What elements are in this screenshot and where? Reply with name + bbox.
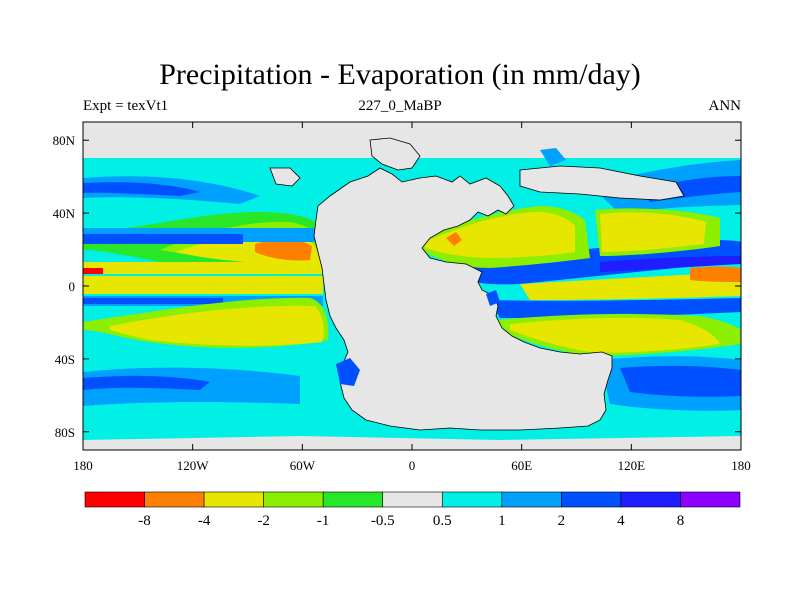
colorbar-box	[620, 491, 681, 508]
south-subtropic-east-yellow	[510, 317, 720, 353]
tethys-orange-spot	[446, 232, 462, 246]
y-tick-label: 80S	[55, 425, 75, 440]
south-land-wet-patch	[336, 358, 360, 386]
colorbar-label: -2	[257, 513, 270, 529]
x-tick-label: 0	[409, 458, 416, 473]
equator-south-band	[83, 298, 223, 304]
colorbar-label: 4	[617, 513, 625, 529]
y-tick-label: 0	[69, 279, 76, 294]
x-tick-label: 180	[73, 458, 93, 473]
y-axis-ticks: 80N 40N 0 40S 80S	[53, 133, 741, 440]
equator-east-north-core	[600, 256, 741, 272]
south-subtropic-west-yellow	[110, 305, 324, 346]
y-tick-label: 40N	[53, 206, 76, 221]
colorbar-box	[501, 491, 562, 508]
north-storm-track-west-core	[83, 182, 200, 196]
x-tick-label: 180	[731, 458, 751, 473]
season-label: ANN	[708, 98, 742, 114]
south-storm-track-east-core	[620, 365, 741, 397]
x-axis-ticks: 180 120W 60W 0 60E 120E 180	[73, 122, 751, 473]
x-tick-label: 60W	[290, 458, 316, 473]
y-tick-label: 40S	[55, 352, 75, 367]
north-land-fragment-2	[519, 165, 685, 201]
colorbar-label: 1	[498, 513, 506, 529]
colorbar-label: -1	[317, 513, 330, 529]
colorbar-box	[203, 491, 264, 508]
south-polar-region	[83, 436, 741, 450]
x-tick-label: 60E	[511, 458, 532, 473]
north-subtropic-west-orange	[255, 239, 312, 261]
south-storm-track-west-core	[83, 375, 210, 390]
colorbar-label: -0.5	[371, 513, 395, 529]
equator-east-south-band	[490, 298, 741, 318]
north-subtropic-east-yellow	[600, 212, 706, 252]
colorbar-box	[84, 491, 145, 508]
colorbar-box	[263, 491, 324, 508]
equator-north-band	[83, 234, 243, 244]
north-wet-patch	[540, 148, 566, 166]
y-tick-label: 80N	[53, 133, 76, 148]
experiment-label: Expt = texVt1	[83, 98, 169, 114]
east-coast-wet-patch	[486, 290, 500, 306]
colorbar-label: 8	[677, 513, 685, 529]
colorbar-box	[561, 491, 622, 508]
colorbar-label: -8	[138, 513, 151, 529]
north-land-fragment-1	[369, 137, 421, 171]
period-label: 227_0_MaBP	[358, 98, 442, 114]
chart-title: Precipitation - Evaporation (in mm/day)	[159, 58, 641, 91]
colorbar-label: 2	[558, 513, 566, 529]
equator-orange-east	[690, 266, 741, 282]
colorbar: -8 -4 -2 -1 -0.5 0.5 1 2 4 8	[84, 491, 741, 529]
equator-dry-west-2	[83, 276, 323, 294]
x-tick-label: 120W	[177, 458, 210, 473]
colorbar-box	[382, 491, 443, 508]
equator-dry-west	[83, 262, 333, 274]
map-field	[83, 122, 741, 450]
tethys-yellow	[425, 212, 575, 258]
colorbar-box	[680, 491, 741, 508]
colorbar-box	[144, 491, 205, 508]
colorbar-label: -4	[198, 513, 211, 529]
colorbar-box	[441, 491, 503, 508]
equator-red-west	[83, 268, 103, 274]
colorbar-box	[322, 491, 384, 508]
north-land-fragment-3	[269, 167, 301, 187]
x-tick-label: 120E	[618, 458, 646, 473]
equator-dry-east	[520, 272, 741, 300]
colorbar-label: 0.5	[433, 513, 452, 529]
